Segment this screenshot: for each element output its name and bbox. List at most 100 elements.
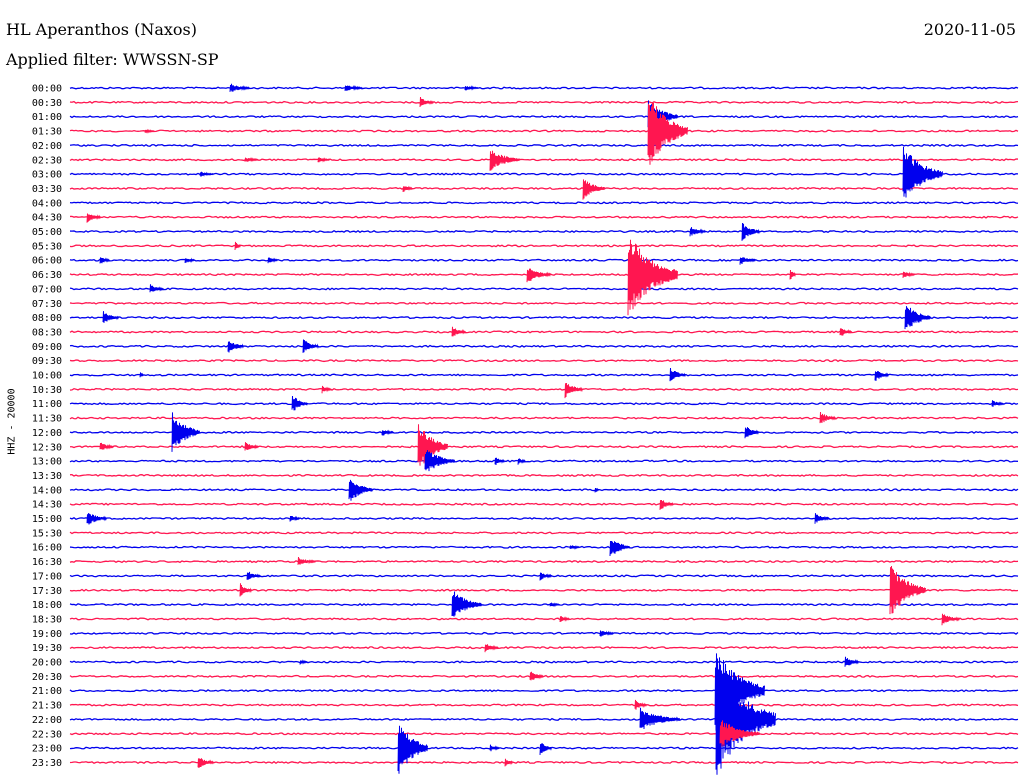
time-label: 04:30 xyxy=(32,213,62,224)
trace-line xyxy=(69,402,1019,406)
time-label: 21:00 xyxy=(32,686,62,697)
trace-line xyxy=(69,172,1019,176)
seismic-event xyxy=(199,171,214,177)
seismic-event xyxy=(609,540,630,557)
seismic-event xyxy=(889,566,926,615)
time-label: 06:00 xyxy=(32,256,62,267)
seismic-event xyxy=(819,412,836,424)
seismic-event xyxy=(719,720,760,747)
seismic-event xyxy=(941,613,960,626)
time-label: 17:30 xyxy=(32,586,62,597)
seismic-event xyxy=(669,368,686,382)
trace-line xyxy=(69,603,1019,607)
trace-line xyxy=(69,86,1019,90)
seismic-event xyxy=(789,269,796,280)
trace-line xyxy=(69,316,1019,320)
filter-label: Applied filter: WWSSN-SP xyxy=(6,50,219,69)
seismic-event xyxy=(489,744,500,752)
seismic-event xyxy=(874,371,889,381)
seismic-event xyxy=(144,128,155,134)
time-label: 19:00 xyxy=(32,629,62,640)
time-label: 04:00 xyxy=(32,198,62,209)
seismic-event xyxy=(234,241,241,251)
seismic-event xyxy=(902,146,943,198)
time-label: 08:30 xyxy=(32,327,62,338)
time-label: 15:00 xyxy=(32,514,62,525)
time-label: 17:00 xyxy=(32,571,62,582)
trace-line xyxy=(69,674,1019,678)
seismic-event xyxy=(229,83,250,92)
trace-line xyxy=(69,732,1019,736)
trace-line xyxy=(69,545,1019,549)
seismic-event xyxy=(539,572,552,581)
trace-line xyxy=(69,100,1019,104)
trace-line xyxy=(69,244,1019,248)
seismic-event xyxy=(659,499,674,510)
trace-line xyxy=(69,459,1019,463)
time-label: 13:30 xyxy=(32,471,62,482)
trace-line xyxy=(69,158,1019,162)
seismic-event xyxy=(715,673,776,775)
trace-line xyxy=(69,301,1019,305)
trace-line xyxy=(69,717,1019,721)
time-labels: 00:00 00:30 01:00 01:30 02:00 02:30 03:00 03:30… xyxy=(32,84,62,769)
time-label: 14:00 xyxy=(32,485,62,496)
trace-line xyxy=(69,473,1019,478)
seismic-event xyxy=(559,616,570,623)
trace-line xyxy=(69,430,1019,434)
trace-line xyxy=(69,646,1019,650)
time-label: 14:30 xyxy=(32,500,62,511)
seismic-event xyxy=(86,513,107,525)
seismic-events xyxy=(86,83,1004,775)
trace-line xyxy=(69,660,1019,664)
seismic-event xyxy=(402,185,413,192)
seismic-event xyxy=(991,400,1004,407)
time-label: 21:30 xyxy=(32,701,62,712)
seismic-event xyxy=(689,227,706,237)
seismic-event xyxy=(344,85,363,91)
trace-line xyxy=(69,287,1019,291)
trace-line xyxy=(69,387,1019,391)
seismic-event xyxy=(814,513,829,524)
time-label: 00:00 xyxy=(32,84,62,95)
seismic-event xyxy=(321,385,332,394)
seismic-event xyxy=(504,758,513,767)
trace-line xyxy=(69,344,1019,348)
time-label: 08:00 xyxy=(32,313,62,324)
seismic-event xyxy=(902,271,915,278)
seismic-event xyxy=(197,758,214,768)
seismic-event xyxy=(424,450,455,472)
time-label: 12:30 xyxy=(32,442,62,453)
time-label: 01:00 xyxy=(32,112,62,123)
seismic-event xyxy=(244,442,259,451)
time-label: 20:30 xyxy=(32,672,62,683)
trace-line xyxy=(69,631,1019,635)
seismic-event xyxy=(317,157,330,163)
seismic-event xyxy=(594,487,599,493)
trace-line xyxy=(69,560,1019,564)
seismic-event xyxy=(539,743,552,755)
time-label: 23:30 xyxy=(32,758,62,769)
trace-line xyxy=(69,416,1019,420)
time-label: 10:30 xyxy=(32,385,62,396)
seismic-event xyxy=(239,583,252,597)
trace-line xyxy=(69,588,1019,592)
seismic-event xyxy=(184,257,195,264)
time-label: 07:30 xyxy=(32,299,62,310)
seismic-event xyxy=(227,341,244,353)
trace-line xyxy=(69,143,1019,147)
seismic-event xyxy=(419,97,434,108)
time-label: 13:00 xyxy=(32,457,62,468)
time-label: 07:00 xyxy=(32,284,62,295)
seismic-event xyxy=(451,326,466,337)
seismic-event xyxy=(397,725,428,774)
time-label: 05:00 xyxy=(32,227,62,238)
seismic-event xyxy=(647,102,688,165)
seismic-event xyxy=(526,268,551,283)
seismic-event xyxy=(739,257,756,265)
trace-line xyxy=(69,258,1019,262)
trace-line xyxy=(69,373,1019,377)
seismic-event xyxy=(517,458,526,465)
time-label: 01:30 xyxy=(32,127,62,138)
time-label: 11:00 xyxy=(32,399,62,410)
